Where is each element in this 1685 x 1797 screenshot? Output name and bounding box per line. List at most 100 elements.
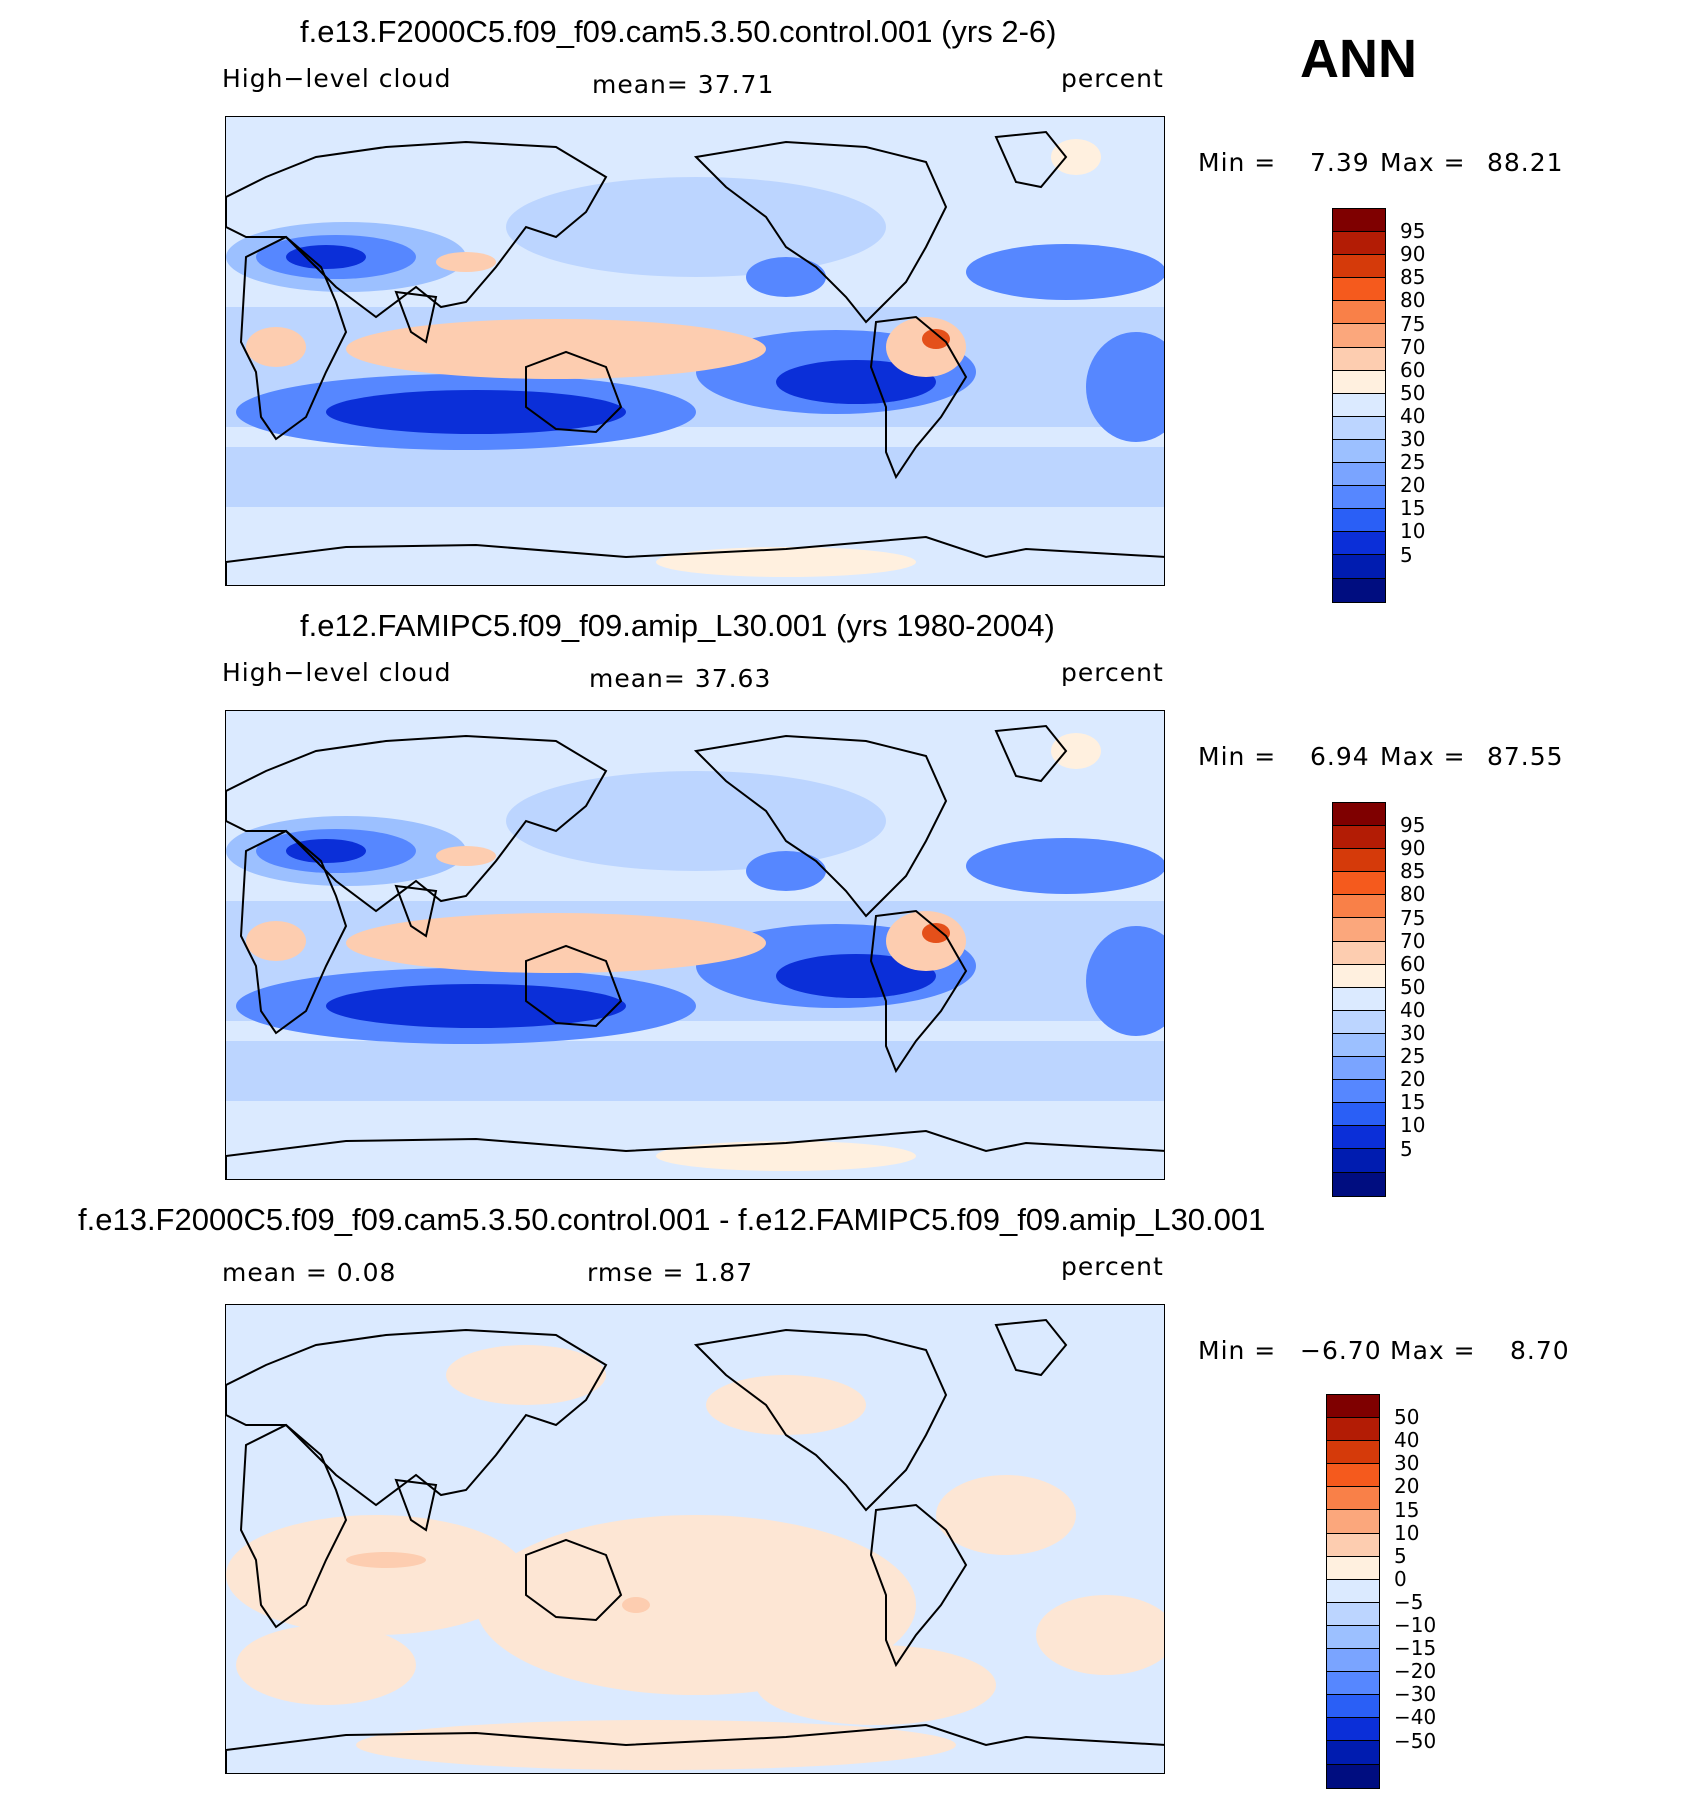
colorbar-swatch <box>1327 1441 1379 1465</box>
panel-title: f.e13.F2000C5.f09_f09.cam5.3.50.control.… <box>78 1202 1266 1237</box>
colorbar-swatch <box>1333 393 1385 417</box>
colorbar-label: −20 <box>1394 1659 1437 1684</box>
convective-zone <box>346 319 766 379</box>
colorbar-swatch <box>1333 803 1385 827</box>
colorbar-label: 30 <box>1400 1021 1426 1045</box>
southern-band <box>226 1041 1164 1101</box>
colorbar-label: −15 <box>1394 1636 1437 1661</box>
min-label: Min = <box>1198 1336 1277 1365</box>
colorbar-swatch <box>1333 416 1385 440</box>
difference-patch <box>706 1375 866 1435</box>
colorbar-swatch <box>1333 826 1385 850</box>
difference-patch <box>622 1597 650 1613</box>
colorbar-label: 85 <box>1400 265 1426 290</box>
units-label: percent <box>1061 658 1164 687</box>
min-label: Min = <box>1198 742 1277 771</box>
dry-zone <box>326 984 626 1028</box>
coastline <box>226 140 608 319</box>
mean-label: mean= 37.71 <box>592 70 775 99</box>
coastline <box>394 290 438 344</box>
coastline <box>869 315 968 480</box>
max-label: Max = <box>1380 742 1466 771</box>
colorbar-swatch <box>1327 1625 1379 1650</box>
dry-zone <box>776 360 936 404</box>
colorbar-swatch <box>1333 532 1385 556</box>
colorbar-swatch <box>1333 941 1385 965</box>
colorbar-swatch <box>1333 324 1385 348</box>
dry-zone <box>746 257 826 297</box>
coastline <box>525 944 623 1028</box>
colorbar-label: 80 <box>1400 288 1426 313</box>
colorbar-label: 60 <box>1400 357 1426 382</box>
northern-pacific-band <box>506 771 886 871</box>
colorbar-label: 20 <box>1400 473 1426 498</box>
coastline <box>525 350 623 434</box>
colorbar-swatch <box>1333 987 1385 1011</box>
colorbar-swatch <box>1333 1103 1385 1127</box>
colorbar-label: 25 <box>1400 1044 1426 1069</box>
colorbar-label: 25 <box>1400 450 1426 475</box>
max-value: 87.55 <box>1487 742 1564 771</box>
coastline <box>693 140 948 324</box>
coastline <box>994 724 1068 783</box>
map-svg <box>226 711 1164 1179</box>
difference-patch <box>346 1552 426 1568</box>
coastline <box>226 1328 608 1507</box>
colorbar-swatch <box>1333 463 1385 487</box>
colorbar-swatch <box>1333 232 1385 256</box>
colorbar-label: 40 <box>1400 997 1426 1022</box>
colorbar-swatch <box>1333 1033 1385 1058</box>
dry-zone <box>966 244 1164 300</box>
coastline <box>226 535 1164 585</box>
colorbar-swatch <box>1333 555 1385 579</box>
antarctic-zone <box>656 547 916 577</box>
convective-zone <box>436 252 496 272</box>
convective-zone <box>886 317 966 377</box>
colorbar-swatch <box>1333 1149 1385 1173</box>
colorbar-label: 70 <box>1400 334 1426 359</box>
colorbar-label: −40 <box>1394 1705 1437 1730</box>
colorbar-swatch <box>1327 1602 1379 1626</box>
colorbar-label: 40 <box>1394 1428 1420 1453</box>
colorbar-swatch <box>1333 918 1385 942</box>
difference-patch <box>226 1515 526 1635</box>
difference-patch <box>936 1475 1076 1555</box>
max-value: 88.21 <box>1487 148 1564 177</box>
panel-title: f.e13.F2000C5.f09_f09.cam5.3.50.control.… <box>300 14 1057 49</box>
colorbar-label: 10 <box>1400 519 1426 544</box>
colorbar-label: 30 <box>1394 1451 1420 1476</box>
colorbar-label: 95 <box>1400 219 1426 244</box>
dry-zone <box>776 954 936 998</box>
coastline <box>394 884 438 938</box>
panel-title: f.e12.FAMIPC5.f09_f09.amip_L30.001 (yrs … <box>300 608 1055 643</box>
variable-label: High−level cloud <box>222 658 452 687</box>
dry-zone <box>286 245 366 269</box>
coastline <box>394 1478 438 1532</box>
mean-label: mean= 37.63 <box>589 664 772 693</box>
colorbar-swatch <box>1333 278 1385 302</box>
colorbar-swatch <box>1333 964 1385 988</box>
colorbar-swatch <box>1333 1126 1385 1150</box>
difference-patch <box>756 1645 996 1725</box>
mean-label: mean = 0.08 <box>222 1258 397 1287</box>
colorbar-label: 20 <box>1394 1474 1420 1499</box>
difference-patch <box>446 1345 606 1405</box>
convective-zone <box>346 913 766 973</box>
colorbar-swatch <box>1333 1010 1385 1034</box>
colorbar-swatches <box>1332 802 1386 1197</box>
colorbar-label: 90 <box>1400 836 1426 861</box>
colorbar-swatch <box>1327 1418 1379 1442</box>
convective-zone <box>922 329 950 349</box>
colorbar-swatch <box>1333 439 1385 464</box>
convective-zone <box>1051 733 1101 769</box>
colorbar-label: 15 <box>1394 1497 1420 1522</box>
coastline <box>239 235 348 441</box>
dry-zone <box>746 851 826 891</box>
colorbar-label: 80 <box>1400 882 1426 907</box>
season-label: ANN <box>1300 29 1417 89</box>
colorbar-label: 5 <box>1400 542 1413 567</box>
colorbar-swatch <box>1333 872 1385 896</box>
colorbar-label: 50 <box>1394 1405 1420 1430</box>
colorbar-swatch <box>1333 1057 1385 1081</box>
dry-zone <box>286 839 366 863</box>
